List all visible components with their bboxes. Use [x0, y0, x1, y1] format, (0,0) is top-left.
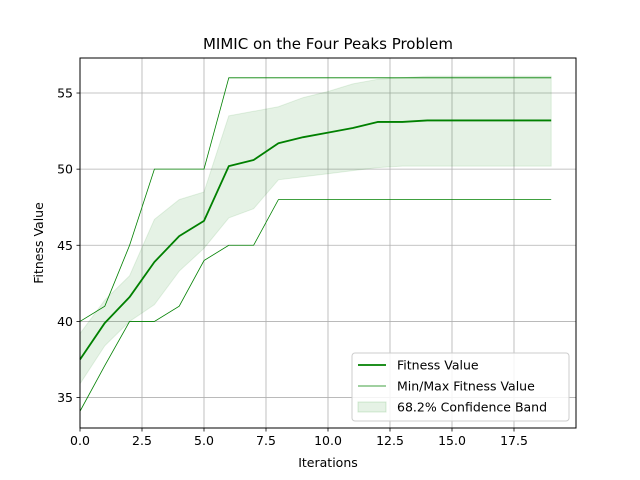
legend-box	[351, 352, 570, 422]
fitness-value-line	[79, 119, 552, 360]
confidence-band-layer	[79, 75, 552, 386]
ticks: 0.0 2.5 5.0 7.5 10.0 12.5 15.0 17.5 35 40 45 50 55	[57, 86, 528, 448]
y-tick-label: 50	[57, 162, 73, 177]
x-tick-label: 2.5	[132, 433, 152, 448]
x-tick-label: 15.0	[438, 433, 466, 448]
legend-swatch-band	[357, 401, 387, 413]
confidence-band	[79, 75, 552, 386]
legend-label-fitness: Fitness Value	[397, 358, 479, 373]
y-axis-label: Fitness Value	[31, 202, 46, 284]
legend-label-band: 68.2% Confidence Band	[397, 400, 547, 415]
x-tick-label: 0.0	[70, 433, 90, 448]
y-tick-label: 45	[57, 238, 73, 253]
x-tick-label: 7.5	[256, 433, 276, 448]
x-tick-label: 17.5	[500, 433, 528, 448]
max-fitness-line	[79, 77, 552, 322]
x-tick-label: 10.0	[314, 433, 342, 448]
min-fitness-line	[79, 199, 552, 412]
y-tick-label: 55	[57, 86, 73, 101]
legend-label-minmax: Min/Max Fitness Value	[397, 379, 535, 394]
x-tick-label: 12.5	[376, 433, 404, 448]
x-axis-label: Iterations	[298, 455, 358, 470]
y-tick-label: 35	[57, 390, 73, 405]
legend: Fitness Value Min/Max Fitness Value 68.2…	[351, 352, 570, 422]
y-tick-label: 40	[57, 314, 73, 329]
chart-title: MIMIC on the Four Peaks Problem	[203, 35, 453, 53]
x-tick-label: 5.0	[194, 433, 214, 448]
series-layer	[79, 77, 552, 412]
